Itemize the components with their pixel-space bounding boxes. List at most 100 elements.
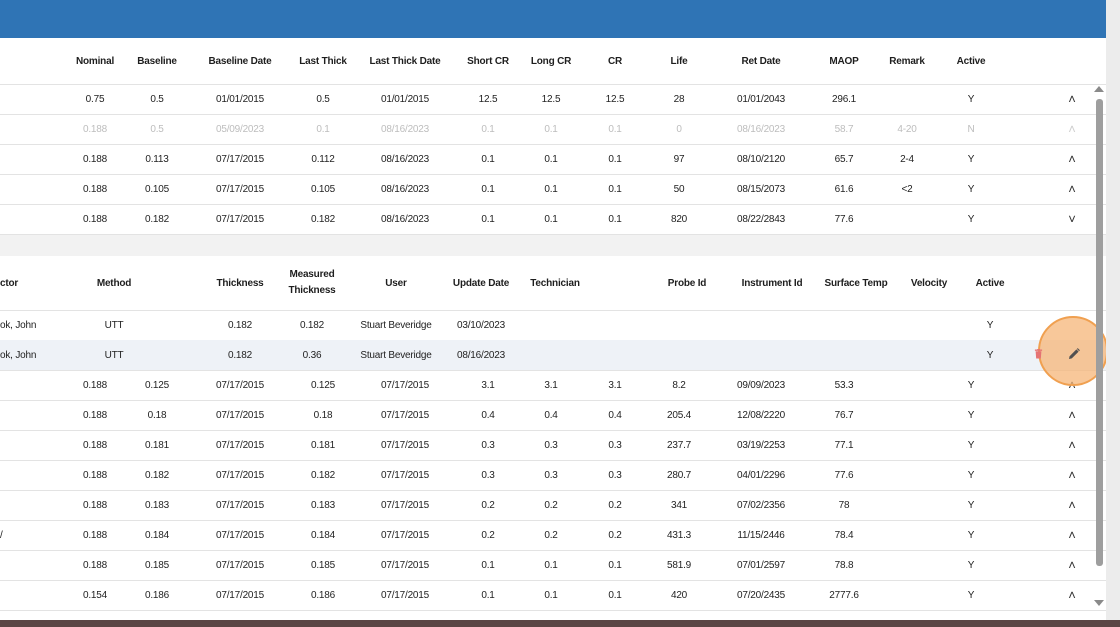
cell-ret-date: 11/15/2446 — [737, 529, 785, 541]
chevron-up-icon[interactable]: ˄ — [1068, 151, 1076, 167]
cell-short-cr: 0.1 — [481, 213, 495, 225]
col-header-velocity: Velocity — [910, 277, 948, 289]
cell-ret-date: 08/15/2073 — [736, 183, 786, 195]
cell-life: 581.9 — [666, 559, 692, 571]
table-row[interactable]: 0.188 0.125 07/17/2015 0.125 07/17/2015 3.1 3.… — [0, 370, 1106, 401]
cell-active: Y — [967, 469, 975, 481]
table-row[interactable]: 0.188 0.18 07/17/2015 0.18 07/17/2015 0.4 0.4 0… — [0, 400, 1106, 431]
table-row[interactable]: 0.188 0.113 07/17/2015 0.112 08/16/2023 0.1 0.… — [0, 144, 1106, 175]
table-row[interactable]: 0.188 0.183 07/17/2015 0.183 07/17/2015 0.2 0.… — [0, 490, 1106, 521]
cell-nominal: 0.188 — [82, 529, 108, 541]
chevron-up-icon[interactable]: ˄ — [1068, 587, 1076, 603]
chevron-up-icon[interactable]: ˄ — [1068, 407, 1076, 423]
cell-long-cr: 0.2 — [544, 499, 558, 511]
cell-baseline: 0.105 — [144, 183, 170, 195]
cell-cr: 0.1 — [608, 213, 622, 225]
col-header-method: Method — [96, 277, 132, 289]
cell-nominal: 0.188 — [82, 183, 108, 195]
cell-last-thick-date: 01/01/2015 — [380, 93, 430, 105]
col-header-short-cr: Short CR — [467, 55, 509, 67]
cell-remark: 4-20 — [897, 123, 917, 135]
pencil-icon[interactable] — [1068, 348, 1080, 360]
scroll-up-arrow-icon[interactable] — [1094, 86, 1104, 92]
measurement-row[interactable]: ok, John UTT 0.182 0.36 Stuart Beveridge 08/1… — [0, 340, 1106, 371]
cell-nominal: 0.75 — [85, 93, 105, 105]
col-header-nominal: Nominal — [75, 55, 115, 67]
cell-maop: 77.1 — [834, 439, 854, 451]
cell-long-cr: 0.3 — [544, 439, 558, 451]
trash-icon[interactable] — [1034, 349, 1043, 359]
cell-baseline: 0.5 — [150, 93, 164, 105]
scrollbar-thumb[interactable] — [1096, 99, 1103, 566]
cell-baseline: 0.113 — [145, 153, 169, 165]
cell-baseline: 0.18 — [147, 409, 167, 421]
cell-cr: 0.4 — [608, 409, 622, 421]
table-row[interactable]: 0.154 0.186 07/17/2015 0.186 07/17/2015 0.1 0.… — [0, 580, 1106, 611]
chevron-up-icon[interactable]: ˄ — [1068, 437, 1076, 453]
cell-cr: 0.2 — [608, 499, 622, 511]
col-header-maop: MAOP — [829, 55, 859, 67]
table-row[interactable]: / 0.188 0.184 07/17/2015 0.184 07/17/2015 0.2 0… — [0, 520, 1106, 551]
cell-nominal: 0.188 — [82, 213, 108, 225]
cell-last-thick: 0.125 — [310, 379, 336, 391]
chevron-up-icon[interactable]: ˄ — [1068, 121, 1076, 137]
cell-active: Y — [986, 349, 994, 361]
chevron-up-icon[interactable]: ˄ — [1068, 181, 1076, 197]
cell-active: Y — [967, 183, 975, 195]
cell-label: / — [0, 529, 3, 541]
cell-life: 280.7 — [666, 469, 692, 481]
chevron-up-icon[interactable]: ˄ — [1068, 91, 1076, 107]
cell-long-cr: 0.1 — [544, 153, 558, 165]
col-header-measured-thickness: Measured Thickness — [288, 256, 335, 310]
cell-cr: 0.3 — [608, 439, 622, 451]
col-header-instrument-id: Instrument Id — [741, 277, 803, 289]
cell-life: 820 — [670, 213, 688, 225]
cell-active: N — [967, 123, 975, 135]
cell-last-thick: 0.112 — [311, 153, 335, 165]
cell-long-cr: 3.1 — [544, 379, 558, 391]
cell-maop: 78 — [838, 499, 850, 511]
chevron-down-icon[interactable]: ˅ — [1068, 211, 1076, 227]
chevron-up-icon[interactable]: ˄ — [1068, 497, 1076, 513]
cell-measured: 0.36 — [302, 349, 322, 361]
chevron-up-icon[interactable]: ˄ — [1068, 557, 1076, 573]
cell-short-cr: 0.1 — [481, 559, 495, 571]
cell-inspector: ok, John — [0, 349, 37, 361]
cell-last-thick-date: 07/17/2015 — [380, 529, 430, 541]
cell-baseline-date: 07/17/2015 — [215, 499, 265, 511]
table-row[interactable]: 0.188 0.5 05/09/2023 0.1 08/16/2023 0.1 0.1 0.1… — [0, 114, 1106, 145]
cell-last-thick: 0.18 — [313, 409, 333, 421]
table-row[interactable]: 0.188 0.105 07/17/2015 0.105 08/16/2023 0.1 0.… — [0, 174, 1106, 205]
table-row[interactable]: 0.188 0.185 07/17/2015 0.185 07/17/2015 0.1 0.… — [0, 550, 1106, 581]
table-row[interactable]: 0.75 0.5 01/01/2015 0.5 01/01/2015 12.5 12.5 12… — [0, 84, 1106, 115]
cell-baseline: 0.183 — [144, 499, 170, 511]
cell-ret-date: 03/19/2253 — [736, 439, 786, 451]
cell-life: 420 — [670, 589, 688, 601]
cell-life: 8.2 — [672, 379, 686, 391]
col-header-ret-date: Ret Date — [741, 55, 781, 67]
table-row[interactable]: 0.188 0.181 07/17/2015 0.181 07/17/2015 0.3 0.… — [0, 430, 1106, 461]
cell-baseline: 0.185 — [144, 559, 170, 571]
cell-maop: 58.7 — [834, 123, 854, 135]
cell-user: Stuart Beveridge — [360, 319, 432, 331]
cell-last-thick: 0.182 — [310, 469, 336, 481]
measurement-row[interactable]: ok, John UTT 0.182 0.182 Stuart Beveridge 03/… — [0, 310, 1106, 341]
cell-nominal: 0.188 — [82, 379, 108, 391]
cell-cr: 3.1 — [608, 379, 622, 391]
col-header-life: Life — [670, 55, 688, 67]
cell-baseline: 0.182 — [144, 469, 170, 481]
table-row[interactable]: 0.188 0.182 07/17/2015 0.182 08/16/2023 0.1 0.… — [0, 204, 1106, 235]
table-row[interactable]: 0.188 0.182 07/17/2015 0.182 07/17/2015 0.3 0.… — [0, 460, 1106, 491]
cell-long-cr: 0.3 — [544, 469, 558, 481]
cell-short-cr: 0.2 — [481, 529, 495, 541]
cell-short-cr: 3.1 — [481, 379, 495, 391]
cell-active: Y — [967, 529, 975, 541]
col-header-update-date: Update Date — [452, 277, 510, 289]
scroll-down-arrow-icon[interactable] — [1094, 600, 1104, 606]
measured-label-line2: Thickness — [288, 285, 336, 296]
cell-life: 205.4 — [666, 409, 692, 421]
chevron-up-icon[interactable]: ˄ — [1068, 467, 1076, 483]
col-header-baseline: Baseline — [137, 55, 177, 67]
cell-maop: 78.8 — [834, 559, 854, 571]
chevron-up-icon[interactable]: ˄ — [1068, 527, 1076, 543]
